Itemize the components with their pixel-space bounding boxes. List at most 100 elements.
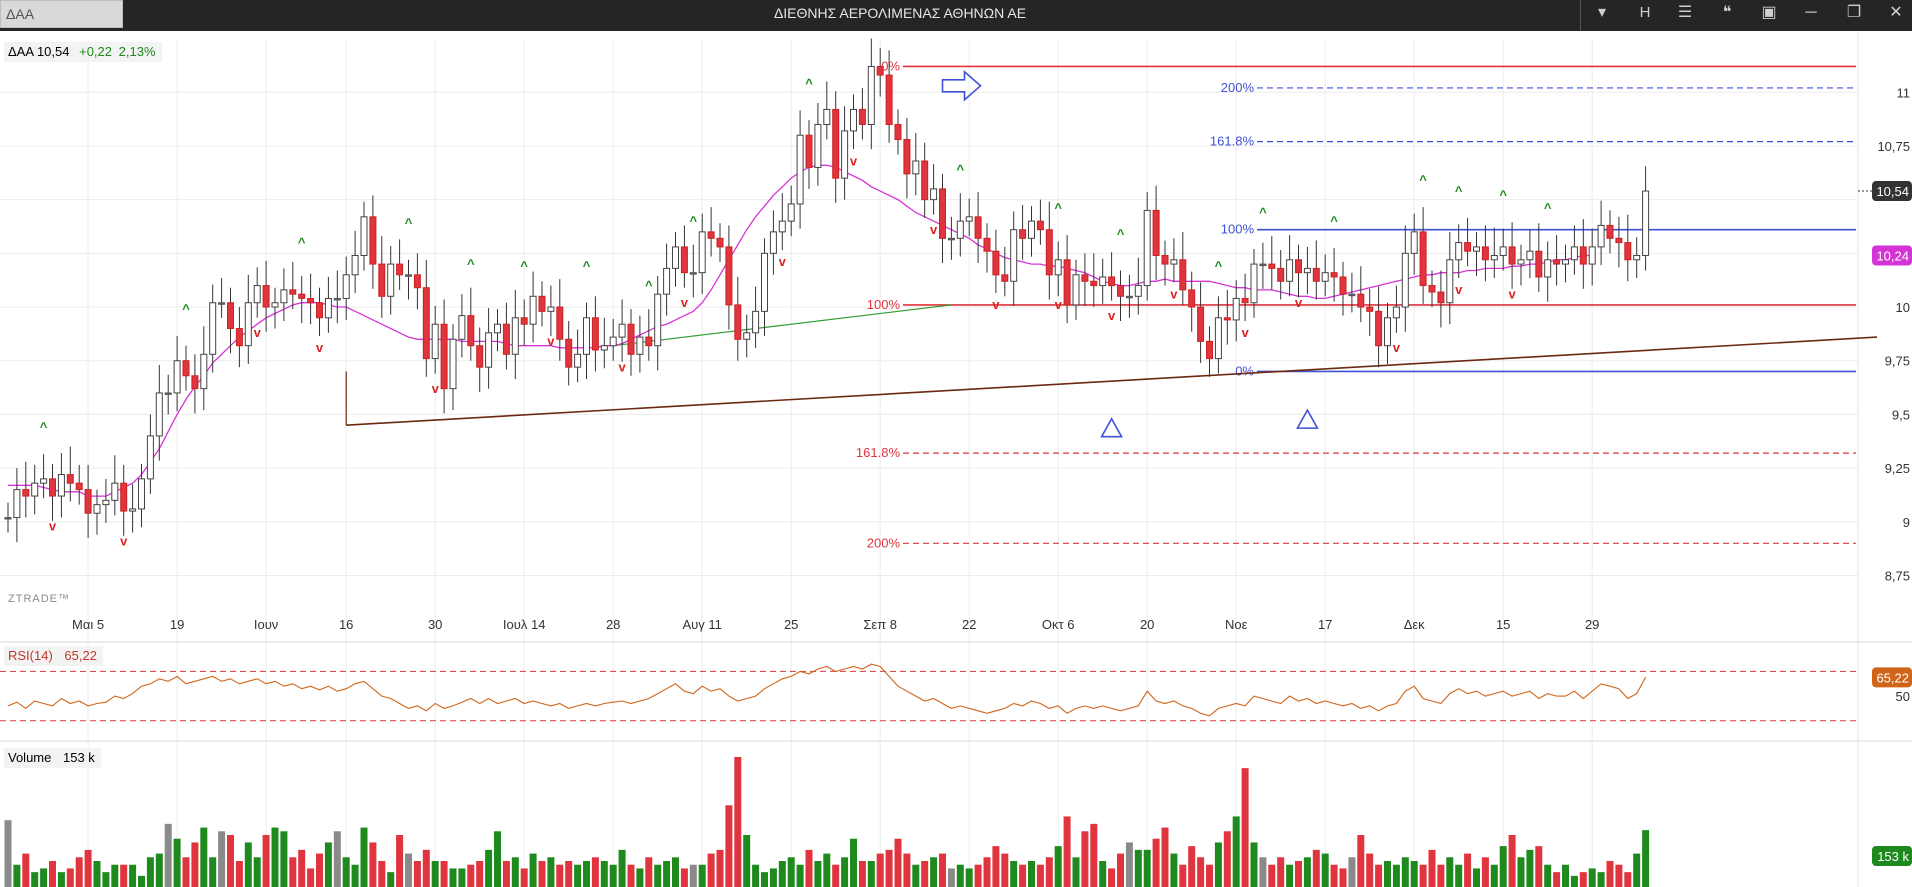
volume-bar [1499, 846, 1507, 887]
candle-body [49, 478, 56, 497]
volume-bar [378, 861, 386, 887]
swing-high-marker: ^ [40, 420, 48, 435]
volume-bar [743, 835, 751, 887]
volume-bar [1010, 861, 1018, 887]
volume-bar [502, 861, 510, 887]
candle-body [1117, 285, 1124, 297]
volume-label-box: Volume 153 k [4, 748, 101, 768]
volume-bar [1214, 842, 1222, 887]
candle-body [253, 285, 261, 304]
x-tick-label: 30 [428, 617, 442, 632]
volume-bar [547, 857, 555, 887]
candle-body [1473, 246, 1480, 252]
candle-body [1508, 246, 1516, 265]
menu-icon[interactable]: ─ [1805, 4, 1817, 21]
volume-bar [841, 857, 849, 887]
candle-body [1295, 259, 1302, 274]
volume-bar [654, 864, 662, 887]
volume-bar [1597, 872, 1605, 887]
swing-low-marker: v [1295, 295, 1303, 310]
x-tick-label: Ιουν [254, 617, 278, 632]
volume-bar [636, 868, 644, 887]
fib-level-label: 100% [1221, 222, 1255, 237]
x-tick-label: 29 [1585, 617, 1599, 632]
x-tick-label: Σεπ 8 [863, 617, 897, 632]
volume-bar [850, 838, 857, 887]
candle-body [289, 289, 297, 295]
volume-bar [965, 868, 973, 887]
candle-body [1054, 259, 1062, 276]
volume-bar [458, 868, 466, 887]
candle-body [1063, 259, 1071, 306]
close-icon[interactable]: ✕ [1889, 4, 1903, 21]
volume-bar [1437, 864, 1445, 887]
swing-high-marker: ^ [1455, 183, 1463, 198]
candle-body [57, 474, 65, 497]
candle-body [1633, 254, 1641, 261]
volume-bar [1401, 857, 1409, 887]
volume-bar [1179, 864, 1187, 887]
swing-high-marker: ^ [1215, 259, 1223, 274]
rsi-badge [1872, 667, 1912, 688]
volume-bar [155, 853, 163, 887]
volume-bar [1464, 853, 1472, 887]
candle-body [458, 315, 466, 340]
candle-body [716, 237, 724, 248]
last-price-badge-text: 10,54 [1876, 184, 1909, 199]
x-tick-label: 15 [1496, 617, 1510, 632]
swing-high-marker: ^ [1330, 213, 1338, 228]
candle-body [1570, 246, 1578, 261]
volume-badge [1872, 846, 1912, 866]
candle-body [654, 293, 662, 347]
candle-body [1028, 220, 1035, 239]
volume-bar [1277, 857, 1285, 887]
candle-body [707, 231, 715, 239]
lines-icon[interactable]: ☰ [1677, 4, 1693, 21]
candle-body [1188, 289, 1196, 308]
volume-bar [1036, 864, 1044, 887]
x-tick-label: Αυγ 11 [683, 617, 722, 632]
candle-body [1099, 276, 1107, 287]
volume-bar [867, 861, 875, 887]
interval-button[interactable]: H [1639, 4, 1651, 21]
candle-body [1019, 229, 1027, 239]
lock-icon[interactable]: ▣ [1761, 4, 1777, 21]
window-icon[interactable]: ❐ [1846, 4, 1862, 21]
x-tick-label: 17 [1318, 617, 1332, 632]
candle-body [743, 332, 751, 340]
x-tick-label: 22 [962, 617, 976, 632]
candle-body [1081, 274, 1089, 282]
swing-low-marker: v [254, 325, 262, 340]
candle-body [262, 285, 270, 308]
volume-bar [1321, 853, 1329, 887]
candle-body [360, 216, 368, 256]
symbol-input[interactable]: ΔΑΑ [0, 0, 123, 28]
volume-bar [1241, 768, 1249, 887]
candle-body [422, 287, 430, 360]
candle-body [725, 246, 733, 306]
volume-bar [725, 805, 733, 887]
candle-body [1321, 272, 1329, 282]
swing-low-marker: v [1393, 340, 1401, 355]
volume-bar [1019, 864, 1027, 887]
candle-body [885, 74, 893, 125]
y-tick-label: 10 [1896, 300, 1910, 315]
candle-body [182, 360, 190, 377]
swing-high-marker: ^ [1499, 188, 1507, 203]
volume-bar [1642, 830, 1650, 887]
volume-bar [716, 849, 724, 887]
candle-body [200, 353, 208, 390]
chevron-down-icon[interactable]: ▾ [1597, 4, 1607, 21]
volume-bar [1384, 861, 1391, 887]
volume-bar [1330, 864, 1338, 887]
candle-body [1401, 252, 1409, 308]
quote-icon[interactable]: ❝ [1722, 4, 1732, 21]
candle-body [689, 272, 697, 275]
volume-bar [600, 861, 608, 887]
candle-body [1348, 293, 1356, 297]
volume-bar [583, 861, 590, 887]
candle-body [316, 302, 323, 319]
quote-symbol: ΔΑΑ [8, 44, 34, 59]
volume-bar [930, 857, 938, 887]
